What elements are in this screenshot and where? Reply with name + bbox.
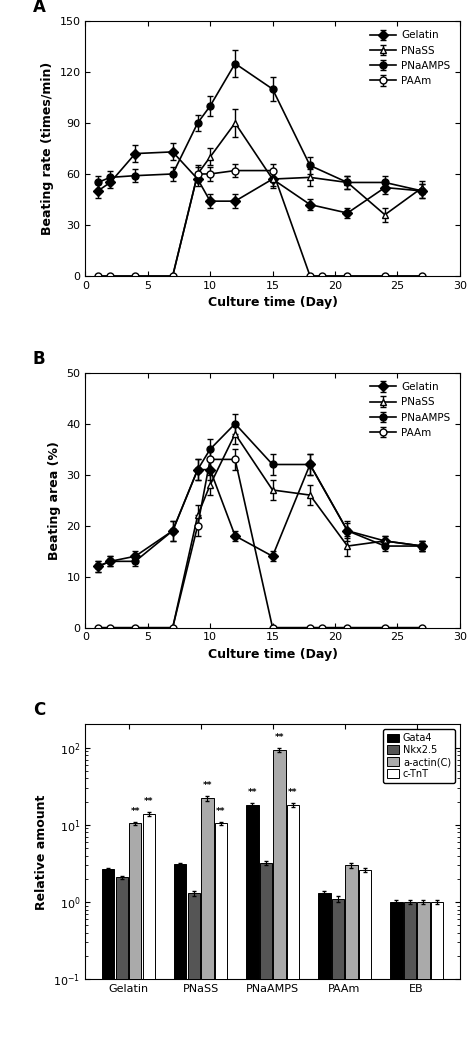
Y-axis label: Relative amount: Relative amount [35,794,48,910]
Bar [215,823,227,1053]
Text: **: ** [130,807,140,816]
Bar [174,865,186,1053]
Text: **: ** [274,733,284,742]
Bar [273,750,285,1053]
Text: **: ** [202,781,212,790]
Text: C: C [33,701,45,719]
Bar [359,870,371,1053]
Bar [417,902,429,1053]
X-axis label: Culture time (Day): Culture time (Day) [208,296,337,310]
Bar [143,814,155,1053]
Bar [246,806,258,1053]
Text: B: B [33,350,46,367]
Bar [260,863,272,1053]
Bar [390,902,402,1053]
Text: A: A [33,0,46,16]
Legend: Gelatin, PNaSS, PNaAMPS, PAAm: Gelatin, PNaSS, PNaAMPS, PAAm [366,26,455,91]
X-axis label: Culture time (Day): Culture time (Day) [208,648,337,661]
Bar [102,869,115,1053]
Legend: Gelatin, PNaSS, PNaAMPS, PAAm: Gelatin, PNaSS, PNaAMPS, PAAm [366,378,455,442]
Bar [201,798,213,1053]
Bar [116,877,128,1053]
Legend: Gata4, Nkx2.5, a-actin(C), c-TnT: Gata4, Nkx2.5, a-actin(C), c-TnT [383,730,455,783]
Bar [430,902,443,1053]
Text: **: ** [247,788,257,797]
Bar [129,823,141,1053]
Bar [188,893,200,1053]
Bar [345,866,357,1053]
Text: **: ** [216,807,226,816]
Text: **: ** [144,797,154,806]
Bar [287,806,299,1053]
Y-axis label: Beating rate (times/min): Beating rate (times/min) [41,62,54,235]
Text: **: ** [288,789,298,797]
Bar [404,902,416,1053]
Bar [332,899,344,1053]
Y-axis label: Beating area (%): Beating area (%) [48,441,61,559]
Bar [318,893,330,1053]
